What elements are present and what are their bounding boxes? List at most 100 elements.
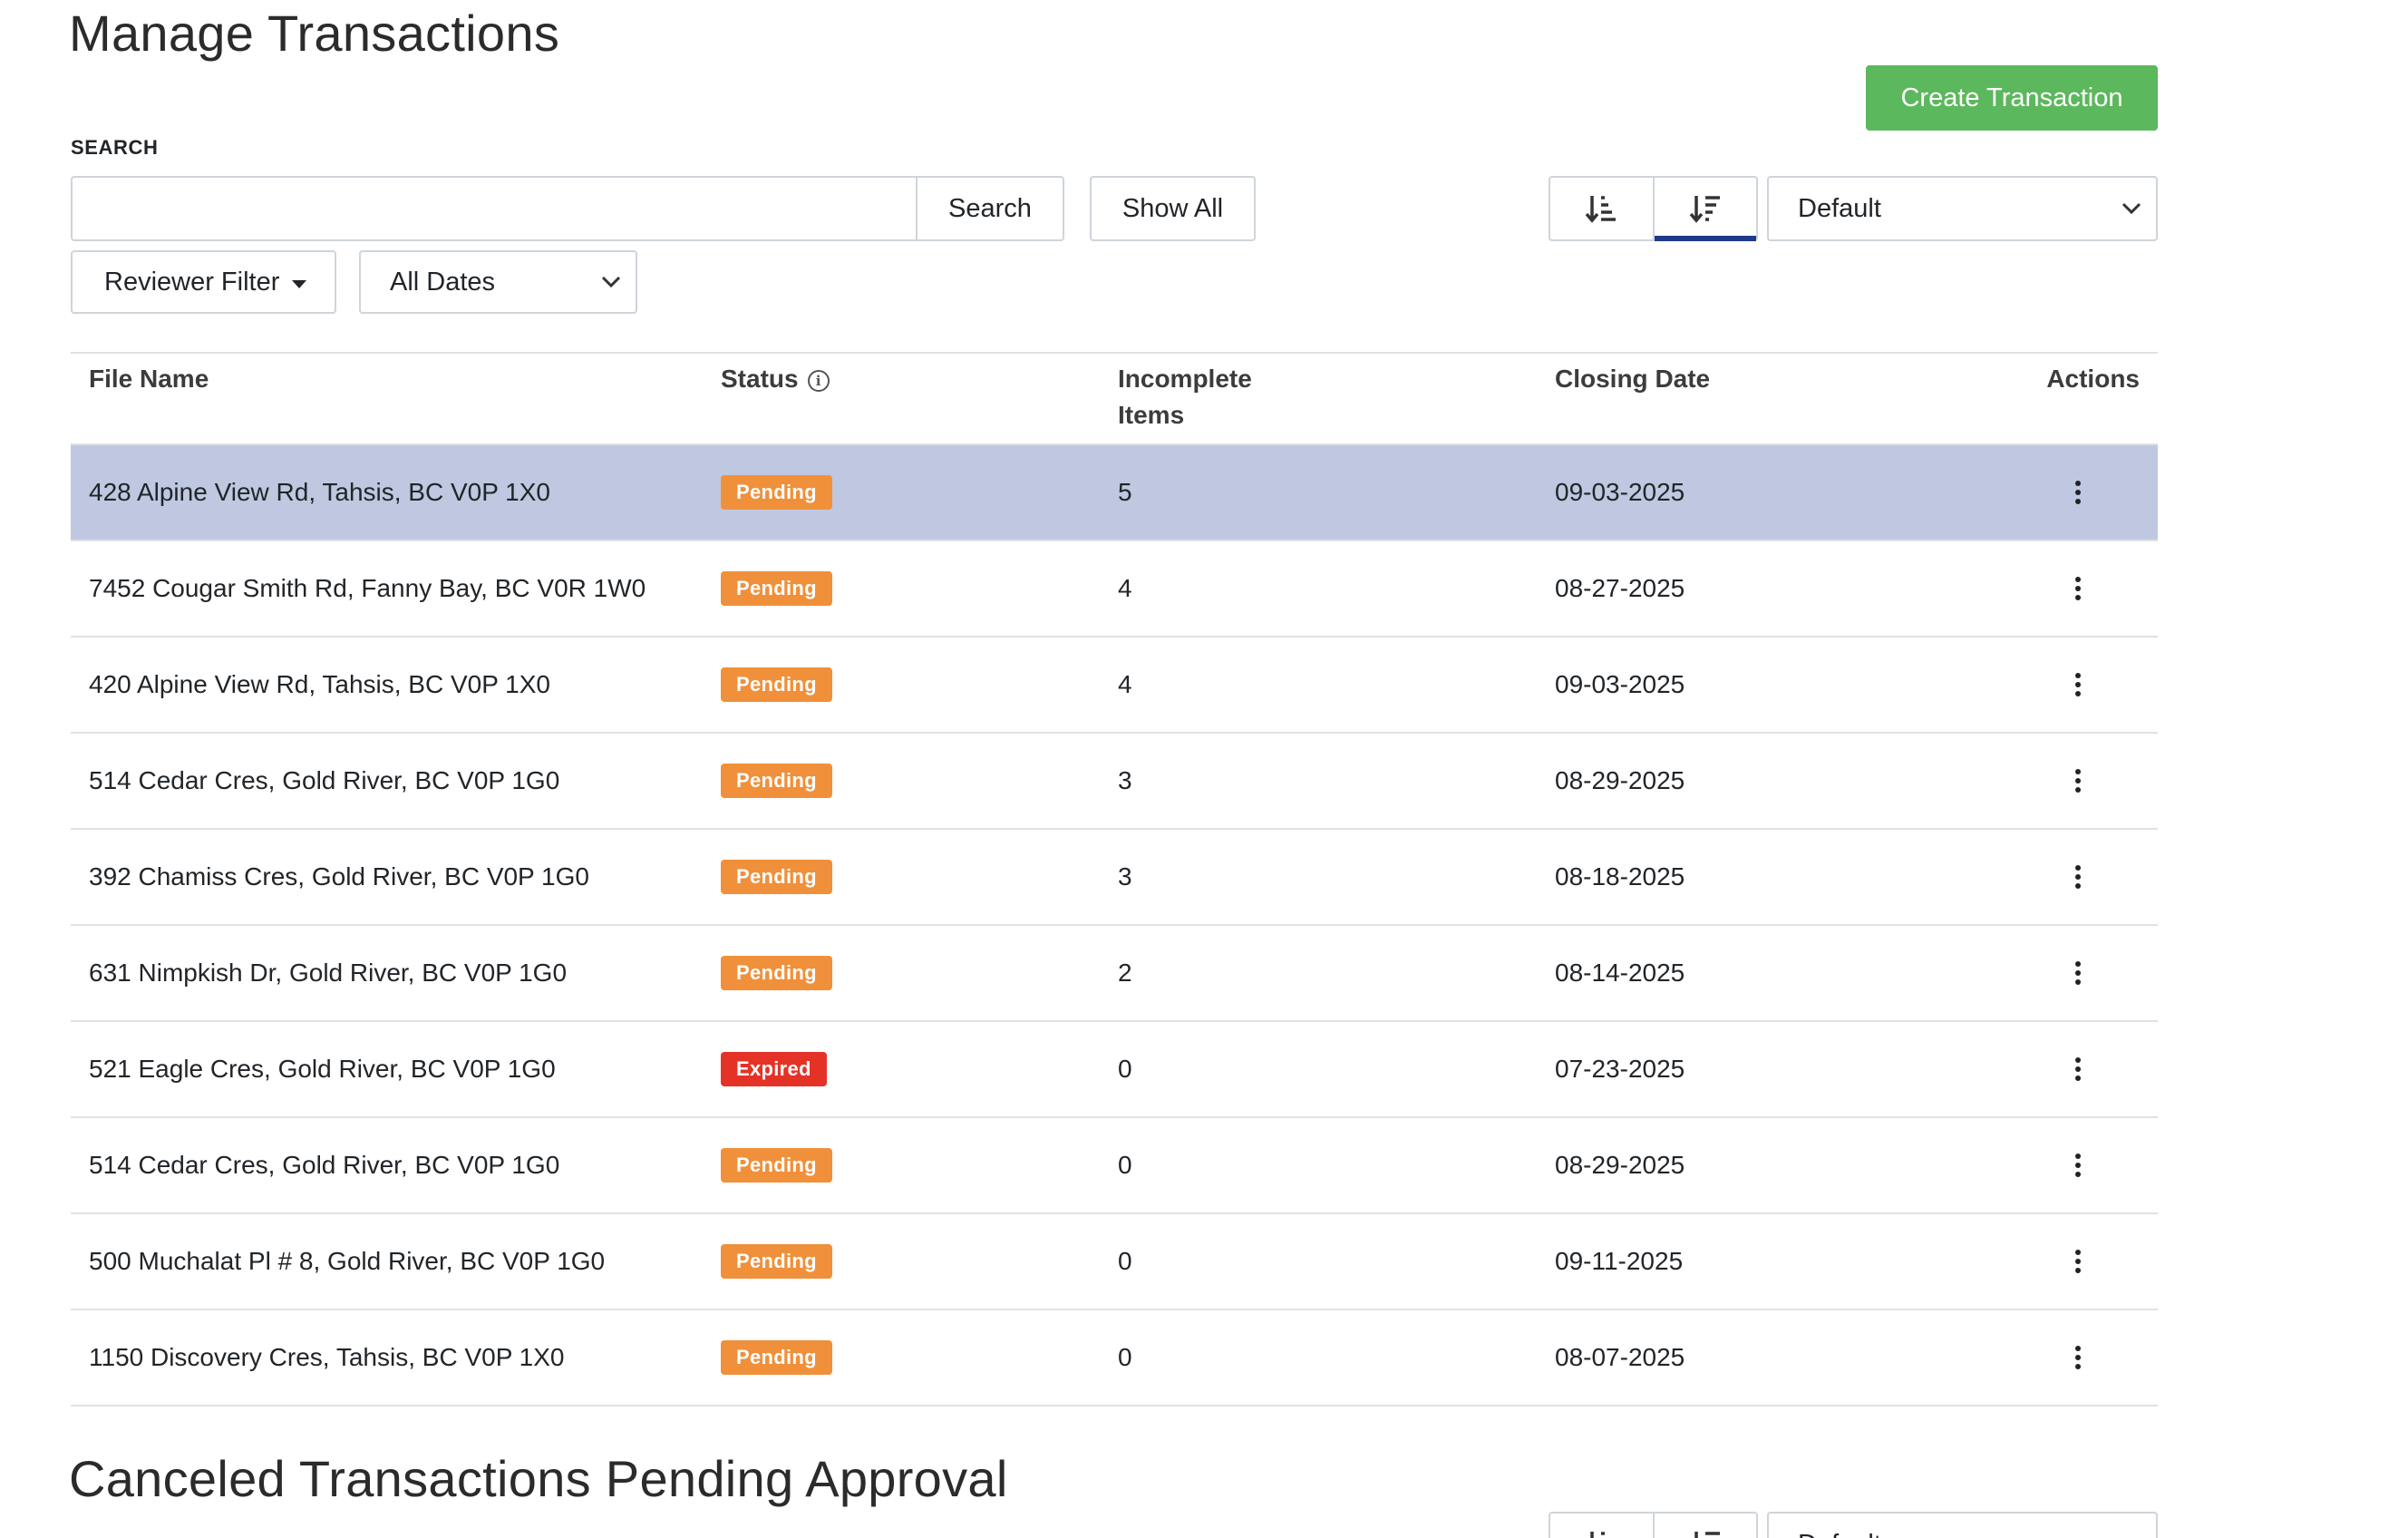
sort-ascending-button[interactable] [1550, 178, 1653, 239]
incomplete-items-cell: 0 [1118, 1247, 1132, 1275]
file-name-cell[interactable]: 514 Cedar Cres, Gold River, BC V0P 1G0 [89, 1151, 560, 1179]
status-badge: Pending [721, 667, 832, 702]
closing-date-cell: 08-07-2025 [1555, 1343, 1685, 1371]
row-actions-button[interactable] [2060, 926, 2096, 1020]
chevron-down-icon [601, 276, 621, 288]
search-button[interactable]: Search [916, 176, 1064, 241]
file-name-cell[interactable]: 631 Nimpkish Dr, Gold River, BC V0P 1G0 [89, 959, 568, 987]
caret-down-icon [292, 279, 307, 288]
file-name-cell[interactable]: 420 Alpine View Rd, Tahsis, BC V0P 1X0 [89, 670, 550, 698]
closing-date-cell: 09-03-2025 [1555, 478, 1685, 506]
closing-date-cell: 08-18-2025 [1555, 862, 1685, 891]
incomplete-items-cell: 0 [1118, 1343, 1132, 1371]
row-actions-button[interactable] [2060, 541, 2096, 636]
status-cell: Pending [721, 830, 832, 924]
kebab-menu-icon [2075, 769, 2081, 793]
file-name-cell[interactable]: 521 Eagle Cres, Gold River, BC V0P 1G0 [89, 1055, 556, 1083]
info-icon[interactable]: i [807, 370, 830, 392]
dates-select-value: All Dates [390, 267, 496, 297]
row-actions-button[interactable] [2060, 830, 2096, 924]
canceled-sort-ascending-button[interactable] [1550, 1514, 1653, 1538]
sort-order-toggle [1549, 176, 1758, 241]
kebab-menu-icon [2075, 961, 2081, 985]
status-cell: Pending [721, 734, 832, 828]
incomplete-items-cell: 4 [1118, 574, 1132, 602]
column-header-incomplete-line2: Items [1118, 401, 1185, 429]
table-row[interactable]: 7452 Cougar Smith Rd, Fanny Bay, BC V0R … [71, 541, 2158, 638]
table-row[interactable]: 631 Nimpkish Dr, Gold River, BC V0P 1G0 P… [71, 926, 2158, 1022]
table-row[interactable]: 514 Cedar Cres, Gold River, BC V0P 1G0 Pe… [71, 734, 2158, 830]
file-name-cell[interactable]: 428 Alpine View Rd, Tahsis, BC V0P 1X0 [89, 478, 550, 506]
canceled-sort-descending-button[interactable] [1652, 1514, 1757, 1538]
row-actions-button[interactable] [2060, 734, 2096, 828]
column-header-file-name[interactable]: File Name [89, 365, 209, 393]
incomplete-items-cell: 5 [1118, 478, 1132, 506]
file-name-cell[interactable]: 500 Muchalat Pl # 8, Gold River, BC V0P … [89, 1247, 606, 1275]
status-cell: Pending [721, 541, 832, 636]
sort-select-value: Default [1798, 193, 1881, 223]
status-badge: Expired [721, 1052, 827, 1086]
status-cell: Pending [721, 638, 832, 732]
kebab-menu-icon [2075, 1250, 2081, 1273]
incomplete-items-cell: 0 [1118, 1151, 1132, 1179]
kebab-menu-icon [2075, 1154, 2081, 1177]
chevron-down-icon [2122, 202, 2141, 215]
kebab-menu-icon [2075, 1057, 2081, 1081]
sort-descending-button[interactable] [1652, 178, 1757, 241]
closing-date-cell: 09-11-2025 [1555, 1247, 1684, 1275]
search-label: SEARCH [71, 136, 159, 159]
table-row[interactable]: 392 Chamiss Cres, Gold River, BC V0P 1G0… [71, 830, 2158, 926]
column-header-closing-date[interactable]: Closing Date [1555, 365, 1711, 393]
file-name-cell[interactable]: 514 Cedar Cres, Gold River, BC V0P 1G0 [89, 766, 560, 794]
canceled-sort-select-value: Default [1798, 1530, 1881, 1538]
closing-date-cell: 08-29-2025 [1555, 766, 1685, 794]
column-header-incomplete-items[interactable]: Incomplete Items [1118, 361, 1252, 433]
kebab-menu-icon [2075, 1346, 2081, 1369]
table-row[interactable]: 428 Alpine View Rd, Tahsis, BC V0P 1X0 Pe… [71, 445, 2158, 541]
row-actions-button[interactable] [2060, 1022, 2096, 1116]
status-cell: Pending [721, 1310, 832, 1405]
row-actions-button[interactable] [2060, 638, 2096, 732]
table-header-divider [71, 443, 2158, 445]
table-row[interactable]: 521 Eagle Cres, Gold River, BC V0P 1G0 Ex… [71, 1022, 2158, 1118]
sort-ascending-icon [1585, 196, 1617, 223]
reviewer-filter-button[interactable]: Reviewer Filter [71, 250, 336, 314]
row-actions-button[interactable] [2060, 1118, 2096, 1212]
file-name-cell[interactable]: 1150 Discovery Cres, Tahsis, BC V0P 1X0 [89, 1343, 565, 1371]
status-badge: Pending [721, 1340, 832, 1375]
sort-descending-icon [1689, 196, 1720, 223]
status-badge: Pending [721, 1148, 832, 1183]
kebab-menu-icon [2075, 577, 2081, 600]
table-top-divider [71, 352, 2158, 354]
status-badge: Pending [721, 860, 832, 894]
table-row[interactable]: 420 Alpine View Rd, Tahsis, BC V0P 1X0 Pe… [71, 638, 2158, 734]
closing-date-cell: 08-27-2025 [1555, 574, 1685, 602]
row-actions-button[interactable] [2060, 1310, 2096, 1405]
sort-select[interactable]: Default [1767, 176, 2158, 241]
reviewer-filter-label: Reviewer Filter [104, 267, 280, 297]
table-row[interactable]: 1150 Discovery Cres, Tahsis, BC V0P 1X0 P… [71, 1310, 2158, 1407]
incomplete-items-cell: 0 [1118, 1055, 1132, 1083]
row-actions-button[interactable] [2060, 1214, 2096, 1309]
status-badge: Pending [721, 956, 832, 990]
search-input[interactable] [71, 176, 917, 241]
file-name-cell[interactable]: 7452 Cougar Smith Rd, Fanny Bay, BC V0R … [89, 574, 646, 602]
incomplete-items-cell: 4 [1118, 670, 1132, 698]
table-row[interactable]: 514 Cedar Cres, Gold River, BC V0P 1G0 Pe… [71, 1118, 2158, 1214]
file-name-cell[interactable]: 392 Chamiss Cres, Gold River, BC V0P 1G0 [89, 862, 589, 891]
status-badge: Pending [721, 571, 832, 606]
incomplete-items-cell: 2 [1118, 959, 1132, 987]
status-cell: Expired [721, 1022, 827, 1116]
column-header-status[interactable]: Status i [721, 361, 830, 397]
show-all-button[interactable]: Show All [1090, 176, 1256, 241]
canceled-section-title: Canceled Transactions Pending Approval [69, 1450, 1008, 1507]
dates-select[interactable]: All Dates [359, 250, 637, 314]
create-transaction-button[interactable]: Create Transaction [1866, 65, 2158, 131]
closing-date-cell: 08-14-2025 [1555, 959, 1685, 987]
status-cell: Pending [721, 926, 832, 1020]
row-actions-button[interactable] [2060, 445, 2096, 540]
canceled-sort-select[interactable]: Default [1767, 1512, 2158, 1538]
column-header-incomplete-line1: Incomplete [1118, 365, 1252, 393]
table-row[interactable]: 500 Muchalat Pl # 8, Gold River, BC V0P … [71, 1214, 2158, 1310]
